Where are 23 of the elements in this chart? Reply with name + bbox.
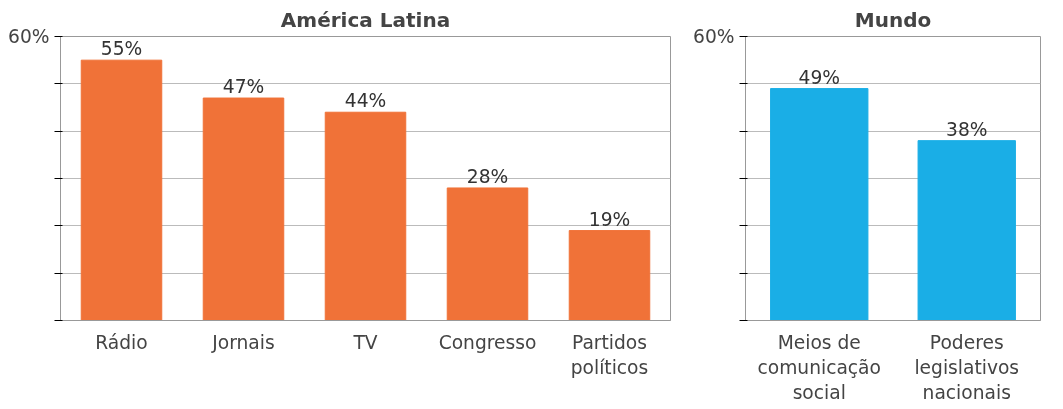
chart-title: Mundo — [854, 7, 932, 32]
data-label: 19% — [588, 208, 631, 230]
x-tick-label: Meios de comunicação social — [757, 331, 881, 403]
x-tick-label: Poderes legislativos nacionais — [914, 331, 1020, 403]
bar — [568, 230, 651, 321]
chart-title: América Latina — [280, 7, 451, 32]
data-label: 38% — [946, 118, 988, 140]
x-tick-label: Partidos políticos — [570, 331, 649, 378]
data-label: 55% — [100, 38, 143, 60]
x-tick-label: TV — [352, 331, 378, 353]
bar — [324, 111, 407, 321]
x-tick-label: Congresso — [438, 331, 537, 353]
data-label: 44% — [344, 90, 387, 112]
bar — [80, 59, 163, 321]
bar — [446, 187, 529, 321]
x-tick-label: Jornais — [211, 331, 275, 353]
data-label: 49% — [798, 66, 840, 88]
data-label: 28% — [466, 165, 509, 187]
x-tick-label: Rádio — [95, 331, 148, 353]
bar — [202, 97, 285, 321]
data-label: 47% — [222, 76, 265, 98]
y-tick-label: 60% — [693, 26, 735, 47]
y-tick-label: 60% — [8, 26, 50, 47]
